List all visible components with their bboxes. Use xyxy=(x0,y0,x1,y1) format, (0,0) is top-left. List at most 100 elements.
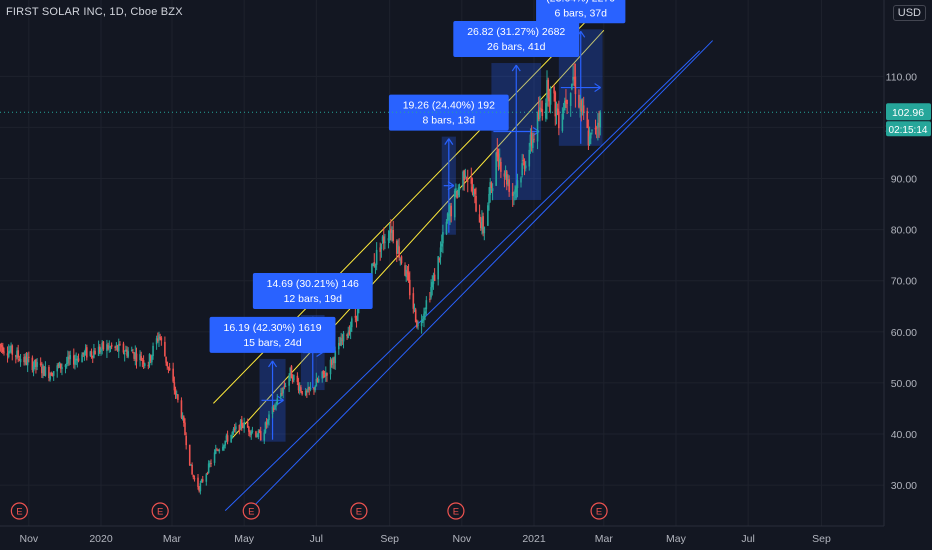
candle xyxy=(594,119,597,135)
candle xyxy=(549,86,552,114)
candle-body xyxy=(326,373,328,376)
candle xyxy=(514,185,516,201)
earnings-icon xyxy=(350,502,368,520)
price-tick-label: 80.00 xyxy=(891,225,917,237)
candle xyxy=(50,371,53,376)
candle-body xyxy=(496,149,499,157)
candle-body xyxy=(177,394,179,400)
candle-body xyxy=(474,188,476,195)
price-axis[interactable]: 30.0040.0050.0060.0070.0080.0090.00100.0… xyxy=(883,0,932,550)
candle-body xyxy=(442,232,444,244)
time-axis[interactable]: Nov 2020 Mar May Jul Sep Nov 2021 Mar May Jul Sep xyxy=(0,525,932,550)
candle-body xyxy=(134,352,137,360)
candle xyxy=(537,96,540,122)
candle xyxy=(573,63,576,87)
candle-body xyxy=(84,348,87,353)
candle-body xyxy=(404,265,406,276)
candle xyxy=(439,241,442,265)
candle xyxy=(108,340,111,353)
candle xyxy=(548,90,551,113)
candle xyxy=(598,110,600,138)
candle-body xyxy=(307,387,309,392)
candle-body xyxy=(524,165,527,169)
candle xyxy=(175,390,178,399)
candle xyxy=(31,355,34,373)
candle-body xyxy=(569,93,572,106)
price-tick-label: 70.00 xyxy=(891,276,917,288)
candle xyxy=(114,345,116,351)
candle xyxy=(349,321,352,340)
candle-body xyxy=(429,298,431,300)
candle xyxy=(26,352,29,373)
candle-body xyxy=(158,335,160,341)
candle xyxy=(322,370,325,379)
candle xyxy=(489,177,492,203)
candle-body xyxy=(143,363,146,366)
candle xyxy=(156,332,159,343)
candle-body xyxy=(48,366,50,379)
measure-arrowhead xyxy=(444,138,454,145)
candle-body xyxy=(35,359,37,367)
candle xyxy=(52,371,55,381)
measure-bars-text: 12 bars, 19d xyxy=(284,293,343,305)
candle xyxy=(561,107,564,133)
candle-body xyxy=(223,445,225,448)
earnings-marker: E xyxy=(590,502,608,520)
candle-body xyxy=(166,361,169,367)
candle-body xyxy=(450,205,452,217)
candle xyxy=(232,427,235,435)
candle-body xyxy=(97,346,100,356)
candle xyxy=(462,170,464,191)
candle-body xyxy=(522,159,525,162)
candle-body xyxy=(548,97,551,102)
candle-body xyxy=(75,358,77,360)
candle xyxy=(191,462,193,475)
candle xyxy=(521,153,523,178)
candle xyxy=(173,376,176,395)
candle xyxy=(581,98,584,116)
candle xyxy=(166,361,169,370)
candle-body xyxy=(31,357,34,371)
currency-button[interactable]: USD xyxy=(892,5,926,21)
candle-body xyxy=(127,351,130,357)
price-tick-label: 40.00 xyxy=(891,429,917,441)
candle-body xyxy=(293,375,295,381)
candle xyxy=(141,357,144,368)
candle xyxy=(56,363,59,378)
candle xyxy=(147,361,150,370)
candle xyxy=(546,70,548,120)
candle-body xyxy=(297,382,300,391)
candle-body xyxy=(207,463,210,473)
candle-body xyxy=(148,353,151,366)
candle-body xyxy=(3,351,5,353)
candle xyxy=(116,344,119,352)
candle-body xyxy=(67,356,69,364)
candle xyxy=(565,89,567,108)
candle-body xyxy=(190,464,192,466)
measure-bars-text: 15 bars, 24d xyxy=(243,337,302,349)
candle-body xyxy=(309,387,312,390)
candle xyxy=(76,355,79,368)
candle-body xyxy=(536,113,539,142)
candle-body xyxy=(553,87,555,94)
candle xyxy=(290,364,293,379)
candle-body xyxy=(68,356,70,360)
candle xyxy=(431,275,434,296)
candle xyxy=(48,365,50,382)
candle-body xyxy=(458,186,461,190)
candle xyxy=(539,95,541,122)
candle-body xyxy=(322,370,325,375)
candle xyxy=(41,361,43,378)
candle xyxy=(214,444,217,455)
trend-channels[interactable] xyxy=(213,19,713,517)
candle-body xyxy=(549,87,552,105)
candle-body xyxy=(41,366,43,374)
measurement-labels[interactable]: 16.19 (42.30%) 1619 15 bars, 24d 14.69 (30… xyxy=(209,0,626,353)
candle xyxy=(155,335,158,350)
candle xyxy=(381,235,384,244)
last-price-text: 102.96 xyxy=(892,107,924,119)
candle xyxy=(268,410,270,426)
candle-body xyxy=(562,108,565,113)
